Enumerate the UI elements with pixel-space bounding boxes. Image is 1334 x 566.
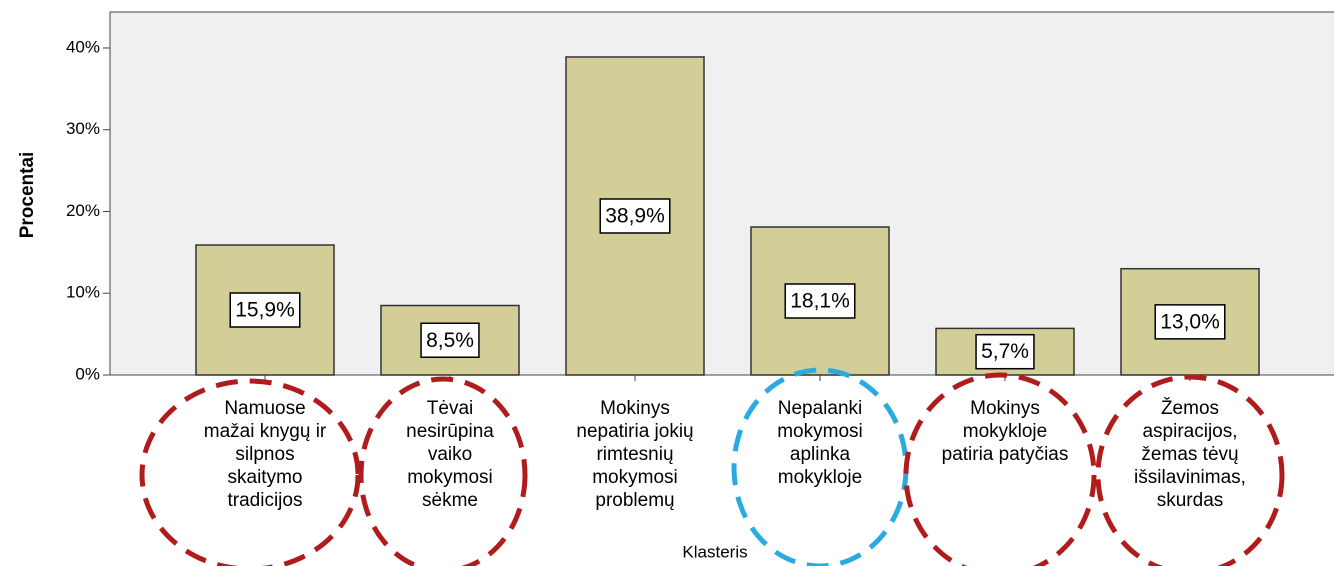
y-tick-label: 40% bbox=[66, 37, 100, 56]
value-label-box bbox=[599, 198, 671, 234]
highlight-circle bbox=[903, 372, 1097, 566]
x-axis-title: Klasteris bbox=[682, 542, 747, 561]
highlight-circle bbox=[358, 376, 528, 566]
highlight-circle bbox=[139, 378, 361, 566]
x-tick-label: Nepalanki mokymosi aplinka mokykloje bbox=[777, 398, 863, 488]
value-label-box bbox=[420, 322, 480, 359]
value-label: 5,7% bbox=[981, 340, 1029, 363]
value-label: 13,0% bbox=[1160, 310, 1220, 333]
value-label: 15,9% bbox=[235, 299, 295, 322]
value-label-box bbox=[229, 292, 301, 328]
y-tick-label: 30% bbox=[66, 119, 100, 138]
value-label: 38,9% bbox=[605, 205, 665, 228]
value-label: 8,5% bbox=[426, 329, 474, 352]
y-tick-label: 0% bbox=[75, 364, 100, 383]
value-label-box bbox=[975, 333, 1035, 370]
y-tick-label: 20% bbox=[66, 201, 100, 220]
x-tick-label: Tėvai nesirūpina vaiko mokymosi sėkme bbox=[406, 398, 494, 511]
annotations bbox=[139, 367, 1285, 566]
highlight-circle bbox=[1095, 374, 1285, 566]
y-axis-title: Procentai bbox=[17, 152, 38, 239]
y-tick-label: 10% bbox=[66, 283, 100, 302]
value-label-box bbox=[784, 283, 856, 319]
x-tick-label: Mokinys mokykloje patiria patyčias bbox=[941, 398, 1069, 465]
x-tick-label: Žemos aspiracijos, žemas tėvų išsilavini… bbox=[1134, 398, 1246, 511]
x-tick-label: Namuose mažai knygų ir silpnos skaitymo … bbox=[203, 398, 327, 511]
value-label: 18,1% bbox=[790, 290, 850, 313]
x-tick-label: Mokinys nepatiria jokių rimtesnių mokymo… bbox=[576, 398, 694, 511]
value-label-box bbox=[1154, 304, 1226, 340]
